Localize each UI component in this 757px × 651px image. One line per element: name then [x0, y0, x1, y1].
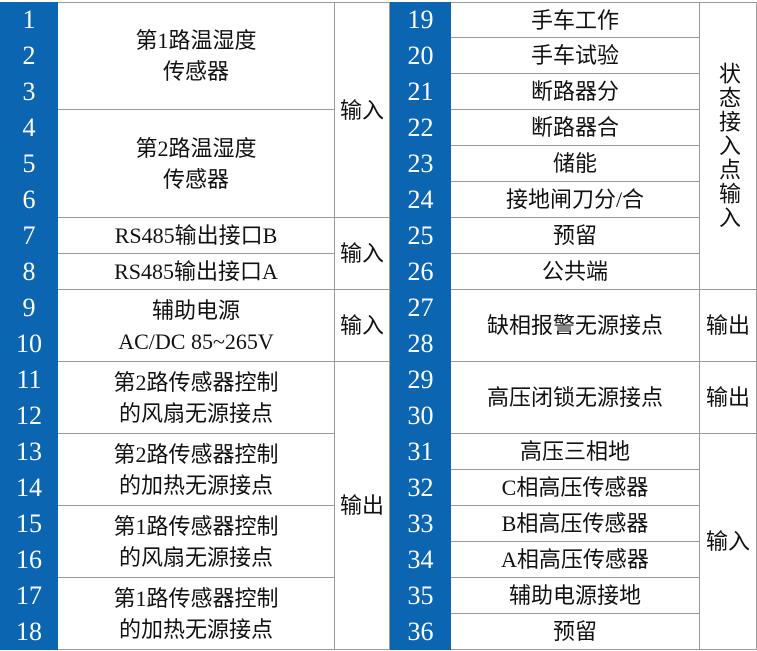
- terminal-description: 第2路温湿度 传感器: [58, 110, 335, 218]
- terminal-description: RS485输出接口B: [58, 218, 335, 254]
- terminal-description: 高压三相地: [451, 434, 700, 470]
- terminal-description: 手车试验: [451, 38, 700, 74]
- terminal-number: 10: [0, 326, 58, 362]
- terminal-description: 储能: [451, 146, 700, 182]
- terminal-description: 第1路温湿度 传感器: [58, 2, 335, 110]
- terminal-number: 27: [390, 290, 451, 326]
- terminal-description: 辅助电源 AC/DC 85~265V: [58, 290, 335, 362]
- terminal-number: 23: [390, 146, 451, 182]
- terminal-number: 5: [0, 146, 58, 182]
- terminal-number: 7: [0, 218, 58, 254]
- terminal-number: 12: [0, 398, 58, 434]
- signal-type: 输出: [700, 290, 757, 362]
- terminal-number: 3: [0, 74, 58, 110]
- terminal-description: RS485输出接口A: [58, 254, 335, 290]
- terminal-description: 缺相报警无源接点: [451, 290, 700, 362]
- terminal-number: 4: [0, 110, 58, 146]
- terminal-number: 33: [390, 506, 451, 542]
- terminal-description: 第1路传感器控制 的加热无源接点: [58, 578, 335, 650]
- terminal-number: 32: [390, 470, 451, 506]
- terminal-number: 15: [0, 506, 58, 542]
- terminal-number: 18: [0, 614, 58, 650]
- terminal-description: 断路器合: [451, 110, 700, 146]
- terminal-number: 22: [390, 110, 451, 146]
- signal-type: 输入: [700, 434, 757, 650]
- terminal-number: 20: [390, 38, 451, 74]
- terminal-number: 16: [0, 542, 58, 578]
- terminal-number: 35: [390, 578, 451, 614]
- terminal-number: 8: [0, 254, 58, 290]
- terminal-description: 第2路传感器控制 的风扇无源接点: [58, 362, 335, 434]
- signal-type: 状态接入点输入: [700, 2, 757, 290]
- terminal-number: 25: [390, 218, 451, 254]
- terminal-description: 预留: [451, 218, 700, 254]
- terminal-number: 29: [390, 362, 451, 398]
- terminal-description: 高压闭锁无源接点: [451, 362, 700, 434]
- terminal-number: 30: [390, 398, 451, 434]
- terminal-number: 31: [390, 434, 451, 470]
- signal-type: 输入: [335, 218, 390, 290]
- terminal-description: 第1路传感器控制 的风扇无源接点: [58, 506, 335, 578]
- terminal-number: 24: [390, 182, 451, 218]
- terminal-description: 第2路传感器控制 的加热无源接点: [58, 434, 335, 506]
- terminal-number: 34: [390, 542, 451, 578]
- terminal-description: 预留: [451, 614, 700, 650]
- terminal-number: 2: [0, 38, 58, 74]
- terminal-description: 公共端: [451, 254, 700, 290]
- terminal-description: A相高压传感器: [451, 542, 700, 578]
- terminal-description: 手车工作: [451, 2, 700, 38]
- terminal-description: 辅助电源接地: [451, 578, 700, 614]
- terminal-number: 28: [390, 326, 451, 362]
- signal-type-label: 状态接入点输入: [716, 62, 741, 230]
- terminal-number: 19: [390, 2, 451, 38]
- signal-type: 输入: [335, 290, 390, 362]
- signal-type-label: 输入: [705, 529, 750, 554]
- terminal-number: 26: [390, 254, 451, 290]
- terminal-number: 13: [0, 434, 58, 470]
- terminal-description: C相高压传感器: [451, 470, 700, 506]
- terminal-description: B相高压传感器: [451, 506, 700, 542]
- signal-type-label: 输出: [705, 313, 750, 338]
- terminal-number: 9: [0, 290, 58, 326]
- signal-type: 输出: [335, 362, 390, 650]
- terminal-number: 21: [390, 74, 451, 110]
- terminal-description: 断路器分: [451, 74, 700, 110]
- terminal-number: 6: [0, 182, 58, 218]
- signal-type: 输出: [700, 362, 757, 434]
- signal-type-label: 输出: [705, 385, 750, 410]
- terminal-number: 36: [390, 614, 451, 650]
- terminal-number: 14: [0, 470, 58, 506]
- signal-type: 输入: [335, 2, 390, 218]
- terminal-number: 1: [0, 2, 58, 38]
- terminal-number: 11: [0, 362, 58, 398]
- terminal-number: 17: [0, 578, 58, 614]
- terminal-description: 接地闸刀分/合: [451, 182, 700, 218]
